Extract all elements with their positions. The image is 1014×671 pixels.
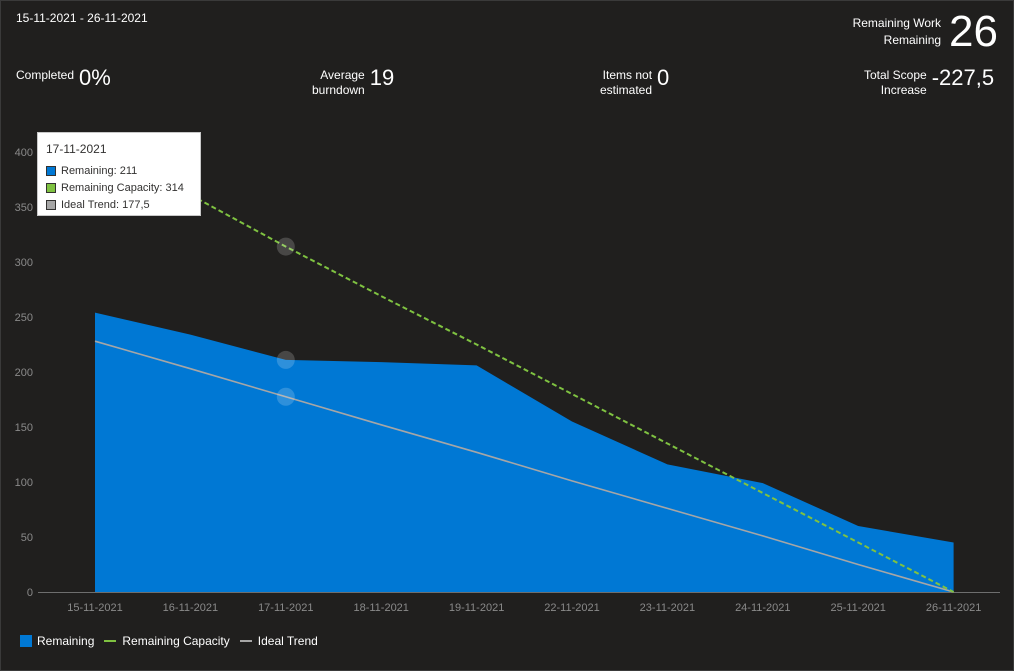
kpi-average-burndown: Average burndown 19 [312,66,394,98]
kpi-completed-value: 0% [79,65,111,90]
legend-item-ideal-trend[interactable]: Ideal Trend [239,634,318,648]
x-tick-label: 22-11-2021 [544,602,599,614]
y-tick-label: 200 [15,367,33,379]
tooltip-row-remaining: Remaining: 211 [46,162,192,179]
x-tick-label: 17-11-2021 [258,602,313,614]
kpi-completed: Completed 0% [16,66,111,90]
chart-legend: Remaining Remaining Capacity Ideal Trend [20,634,328,648]
remaining-capacity-line [189,194,955,593]
x-tick-label: 16-11-2021 [163,602,218,614]
kpi-average-value: 19 [369,65,395,90]
y-tick-label: 0 [27,587,33,599]
remaining-work-label: Remaining Work [852,16,942,30]
remaining-hover-point [276,350,295,369]
tooltip-date: 17-11-2021 [46,142,107,156]
y-tick-label: 300 [15,257,33,269]
ideal-trend-line [94,340,954,593]
remaining-sub-label: Remaining [883,33,942,47]
x-tick-label: 19-11-2021 [449,602,504,614]
kpi-items-not-estimated: Items not estimated 0 [600,66,669,98]
remaining-work-summary: Remaining Work Remaining 26 [853,8,998,56]
kpi-items-label-1: Items not [602,68,653,82]
remaining-area [95,312,954,592]
kpi-completed-label: Completed [16,68,75,82]
capacity-swatch-icon [46,182,56,193]
ideal-hover-point [276,387,295,406]
x-tick-label: 23-11-2021 [640,602,695,614]
y-tick-label: 350 [15,202,33,214]
legend-dash-icon [104,640,117,642]
y-tick-label: 150 [15,422,33,434]
date-range: 15-11-2021 - 26-11-2021 [16,11,148,25]
remaining-work-value: 26 [949,7,998,56]
capacity-hover-point [276,237,295,256]
tooltip-row-capacity: Remaining Capacity: 314 [46,179,192,196]
x-tick-label: 26-11-2021 [926,602,981,614]
legend-line-icon [239,640,252,642]
x-tick-label: 15-11-2021 [67,602,122,614]
y-tick-label: 100 [15,477,33,489]
kpi-scope-label-2: Increase [880,83,927,97]
kpi-total-scope-increase: Total Scope Increase -227,5 [864,66,994,98]
kpi-scope-label-1: Total Scope [864,68,927,82]
y-tick-label: 50 [21,532,33,544]
y-tick-label: 400 [15,147,33,159]
x-tick-label: 18-11-2021 [353,602,408,614]
kpi-scope-value: -227,5 [931,65,995,90]
kpi-items-label-2: estimated [600,83,653,97]
kpi-items-value: 0 [657,65,670,90]
legend-box-icon [20,635,32,647]
legend-item-remaining-capacity[interactable]: Remaining Capacity [104,634,230,648]
y-tick-label: 250 [15,312,33,324]
kpi-average-label-2: burndown [312,83,365,97]
chart-tooltip: 17-11-2021 Remaining: 211 Remaining Capa… [37,132,201,216]
x-tick-label: 24-11-2021 [735,602,790,614]
x-tick-label: 25-11-2021 [830,602,885,614]
tooltip-row-ideal: Ideal Trend: 177,5 [46,196,192,213]
remaining-swatch-icon [46,165,56,176]
legend-item-remaining[interactable]: Remaining [20,634,94,648]
ideal-swatch-icon [46,199,56,210]
kpi-average-label-1: Average [320,68,365,82]
